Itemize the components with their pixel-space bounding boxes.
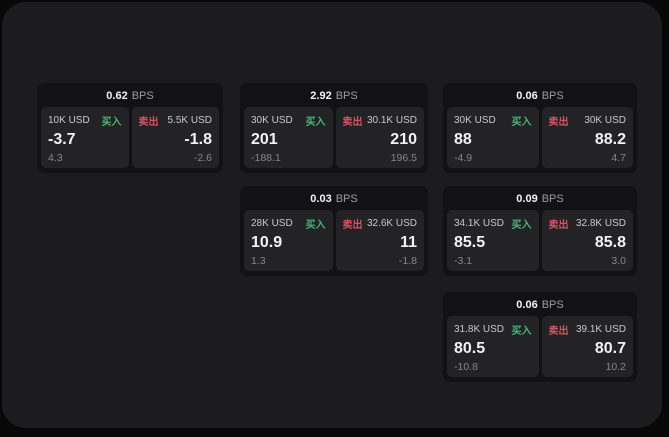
bps-unit-label: BPS <box>335 192 358 205</box>
quote-card: 2.92 BPS 30K USD 买入 201 -188.1 卖出 30.1K … <box>240 83 428 173</box>
sell-sub-value: 3.0 <box>611 254 626 267</box>
quote-card: 0.03 BPS 28K USD 买入 10.9 1.3 卖出 32.6K US… <box>240 186 428 276</box>
buy-amount: 30K USD <box>454 115 496 126</box>
sell-side-label: 卖出 <box>342 117 363 128</box>
bps-unit-label: BPS <box>131 89 154 102</box>
sell-panel[interactable]: 卖出 32.6K USD 11 -1.8 <box>335 210 424 271</box>
sell-panel[interactable]: 卖出 32.8K USD 85.8 3.0 <box>541 210 633 271</box>
buy-amount: 30K USD <box>251 115 293 126</box>
bps-header: 0.09 BPS <box>443 186 637 210</box>
sell-sub-value: 4.7 <box>611 151 626 164</box>
bps-value: 2.92 <box>310 89 332 102</box>
sell-price: -1.8 <box>184 131 212 149</box>
sell-panel[interactable]: 卖出 30K USD 88.2 4.7 <box>541 107 633 168</box>
buy-side-label: 买入 <box>305 117 326 128</box>
bps-unit-label: BPS <box>541 298 564 311</box>
buy-sub-value: -3.1 <box>454 254 473 267</box>
buy-panel[interactable]: 30K USD 买入 88 -4.9 <box>447 107 539 168</box>
bps-unit-label: BPS <box>541 192 564 205</box>
bps-value: 0.06 <box>516 89 538 102</box>
buy-panel[interactable]: 34.1K USD 买入 85.5 -3.1 <box>447 210 539 271</box>
quote-card: 0.06 BPS 30K USD 买入 88 -4.9 卖出 30K USD 8… <box>443 83 637 173</box>
sell-side-label: 卖出 <box>342 220 363 231</box>
sell-amount: 30.1K USD <box>366 115 417 126</box>
sell-side-label: 卖出 <box>548 117 569 128</box>
sell-amount: 39.1K USD <box>575 324 626 335</box>
sell-sub-value: 196.5 <box>390 151 417 164</box>
sell-price: 11 <box>400 234 417 252</box>
buy-side-label: 买入 <box>511 326 532 337</box>
sell-sub-value: -1.8 <box>398 254 417 267</box>
sell-panel[interactable]: 卖出 39.1K USD 80.7 10.2 <box>541 316 633 377</box>
buy-amount: 34.1K USD <box>454 218 505 229</box>
buy-sub-value: 1.3 <box>251 254 266 267</box>
buy-side-label: 买入 <box>511 117 532 128</box>
buy-sub-value: -10.8 <box>454 360 478 373</box>
bps-header: 0.06 BPS <box>443 292 637 316</box>
sell-price: 88.2 <box>594 131 626 149</box>
sell-panel[interactable]: 卖出 30.1K USD 210 196.5 <box>335 107 424 168</box>
buy-panel[interactable]: 10K USD 买入 -3.7 4.3 <box>41 107 129 168</box>
buy-sub-value: 4.3 <box>48 151 63 164</box>
bps-value: 0.06 <box>516 298 538 311</box>
sell-price: 210 <box>390 131 417 149</box>
buy-panel[interactable]: 30K USD 买入 201 -188.1 <box>244 107 333 168</box>
sell-amount: 5.5K USD <box>167 115 212 126</box>
bps-value: 0.09 <box>516 192 538 205</box>
sell-amount: 32.6K USD <box>366 218 417 229</box>
buy-price: -3.7 <box>48 131 76 149</box>
buy-panel[interactable]: 31.8K USD 买入 80.5 -10.8 <box>447 316 539 377</box>
bps-value: 0.62 <box>106 89 128 102</box>
buy-side-label: 买入 <box>305 220 326 231</box>
quote-card: 0.62 BPS 10K USD 买入 -3.7 4.3 卖出 5.5K USD… <box>37 83 223 173</box>
sell-amount: 32.8K USD <box>575 218 626 229</box>
bps-header: 0.03 BPS <box>240 186 428 210</box>
sell-side-label: 卖出 <box>138 117 159 128</box>
quote-card: 0.06 BPS 31.8K USD 买入 80.5 -10.8 卖出 39.1… <box>443 292 637 382</box>
bps-header: 2.92 BPS <box>240 83 428 107</box>
sell-side-label: 卖出 <box>548 326 569 337</box>
sell-amount: 30K USD <box>584 115 626 126</box>
buy-amount: 10K USD <box>48 115 90 126</box>
buy-side-label: 买入 <box>101 117 122 128</box>
buy-amount: 28K USD <box>251 218 293 229</box>
buy-sub-value: -188.1 <box>251 151 281 164</box>
sell-price: 85.8 <box>594 234 626 252</box>
bps-unit-label: BPS <box>335 89 358 102</box>
sell-price: 80.7 <box>594 340 626 358</box>
sell-side-label: 卖出 <box>548 220 569 231</box>
sell-sub-value: 10.2 <box>605 360 626 373</box>
buy-panel[interactable]: 28K USD 买入 10.9 1.3 <box>244 210 333 271</box>
sell-panel[interactable]: 卖出 5.5K USD -1.8 -2.6 <box>131 107 219 168</box>
buy-price: 10.9 <box>251 234 283 252</box>
quote-card: 0.09 BPS 34.1K USD 买入 85.5 -3.1 卖出 32.8K… <box>443 186 637 276</box>
bps-header: 0.62 BPS <box>37 83 223 107</box>
buy-sub-value: -4.9 <box>454 151 473 164</box>
buy-price: 201 <box>251 131 278 149</box>
sell-sub-value: -2.6 <box>193 151 212 164</box>
bps-unit-label: BPS <box>541 89 564 102</box>
buy-side-label: 买入 <box>511 220 532 231</box>
buy-price: 85.5 <box>454 234 486 252</box>
bps-value: 0.03 <box>310 192 332 205</box>
buy-price: 80.5 <box>454 340 486 358</box>
buy-price: 88 <box>454 131 472 149</box>
buy-amount: 31.8K USD <box>454 324 505 335</box>
bps-header: 0.06 BPS <box>443 83 637 107</box>
